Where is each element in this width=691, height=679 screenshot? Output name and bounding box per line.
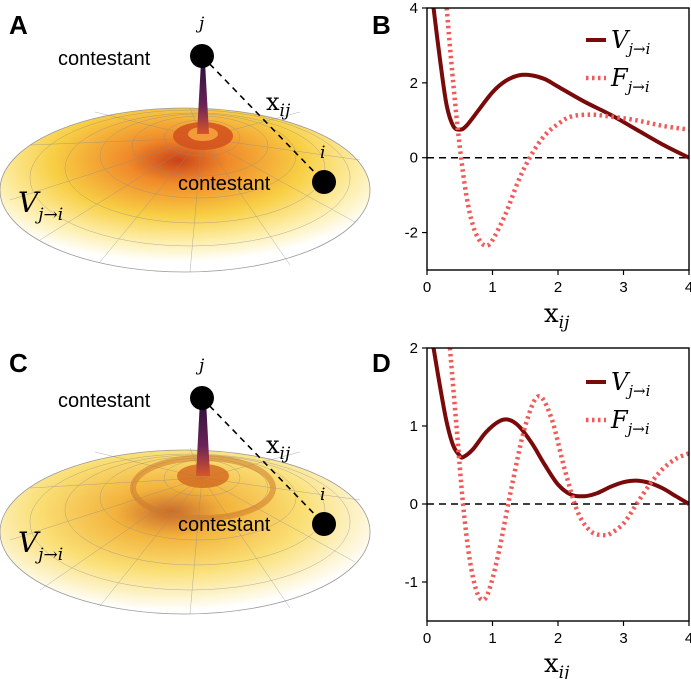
chart-d-legend: Vj→i Fj→i — [586, 368, 651, 438]
chart-d-panel-letter: D — [372, 348, 391, 378]
chart-d-legend-label-f: Fj→i — [610, 406, 650, 438]
chart-d-series-v-line — [431, 348, 689, 506]
chart-b-plot-area — [431, 8, 689, 248]
contestant-j-label-a: contestant — [58, 48, 151, 70]
chart-d-xtick-label: 2 — [554, 630, 562, 647]
chart-d-xtick-label: 1 — [488, 630, 496, 647]
index-j-c: j — [195, 356, 205, 376]
contestant-j-marker-a — [190, 44, 214, 68]
index-j-a: j — [195, 14, 205, 34]
distance-label-c: xij — [266, 431, 291, 464]
chart-b-series-f-line — [444, 8, 689, 248]
distance-line-a — [201, 55, 325, 183]
contestant-j-marker-c — [190, 386, 214, 410]
chart-d-series-f-line — [447, 348, 689, 603]
index-i-a: i — [320, 143, 325, 163]
contestant-i-marker-a — [312, 170, 336, 194]
potential-spike-c — [196, 400, 210, 476]
chart-b: B 0 1 2 3 4 4 2 0 -2 xij Vj→i Fj→i — [372, 0, 691, 333]
potential-spike-a — [197, 62, 209, 134]
contestant-i-marker-c — [312, 512, 336, 536]
contestant-i-label-c: contestant — [178, 514, 271, 536]
chart-b-legend-label-f: Fj→i — [610, 64, 650, 96]
potential-surface-a — [0, 62, 371, 273]
chart-d-ytick-label: 2 — [410, 340, 418, 357]
chart-b-legend-label-v: Vj→i — [611, 26, 651, 58]
panel-letter-c: C — [9, 348, 28, 378]
chart-b-ytick-label: 2 — [410, 75, 418, 92]
potential-surface-c — [0, 400, 371, 615]
chart-b-xtick-label: 0 — [423, 279, 431, 296]
chart-d-ytick-label: 0 — [410, 496, 418, 513]
chart-d: D 0 1 2 3 4 2 1 0 -1 xij Vj→i Fj→i — [372, 340, 691, 679]
index-i-c: i — [320, 485, 325, 505]
contestant-j-label-c: contestant — [58, 390, 151, 412]
chart-b-xtick-label: 2 — [554, 279, 562, 296]
chart-d-ytick-label: 1 — [410, 418, 418, 435]
chart-d-legend-label-v: Vj→i — [611, 368, 651, 400]
distance-label-a: xij — [266, 88, 291, 121]
chart-d-ytick-label: -1 — [405, 574, 418, 591]
panel-letter-a: A — [9, 10, 28, 40]
chart-d-xtick-label: 0 — [423, 630, 431, 647]
chart-b-xtick-label: 3 — [619, 279, 627, 296]
chart-b-panel-letter: B — [372, 10, 391, 40]
chart-d-xtick-label: 3 — [619, 630, 627, 647]
chart-b-xtick-label: 4 — [685, 279, 691, 296]
chart-b-ytick-label: -2 — [405, 225, 418, 242]
chart-b-ytick-label: 4 — [410, 0, 418, 17]
chart-d-xlabel: xij — [544, 649, 570, 679]
chart-d-xtick-label: 4 — [685, 630, 691, 647]
chart-b-xlabel: xij — [544, 299, 570, 333]
chart-d-plot-area — [431, 348, 689, 603]
chart-b-legend: Vj→i Fj→i — [586, 26, 651, 96]
panel-c: C j contestant i contestant — [0, 348, 371, 615]
chart-b-xtick-label: 1 — [488, 279, 496, 296]
potential-label-a: Vj→i — [18, 186, 63, 225]
chart-b-ytick-label: 0 — [410, 150, 418, 167]
panel-a: A j contestant i contestant — [0, 10, 371, 273]
distance-line-c — [201, 397, 325, 525]
potential-label-c: Vj→i — [18, 526, 63, 565]
contestant-i-label-a: contestant — [178, 173, 271, 195]
chart-b-series-v-line — [431, 8, 689, 160]
